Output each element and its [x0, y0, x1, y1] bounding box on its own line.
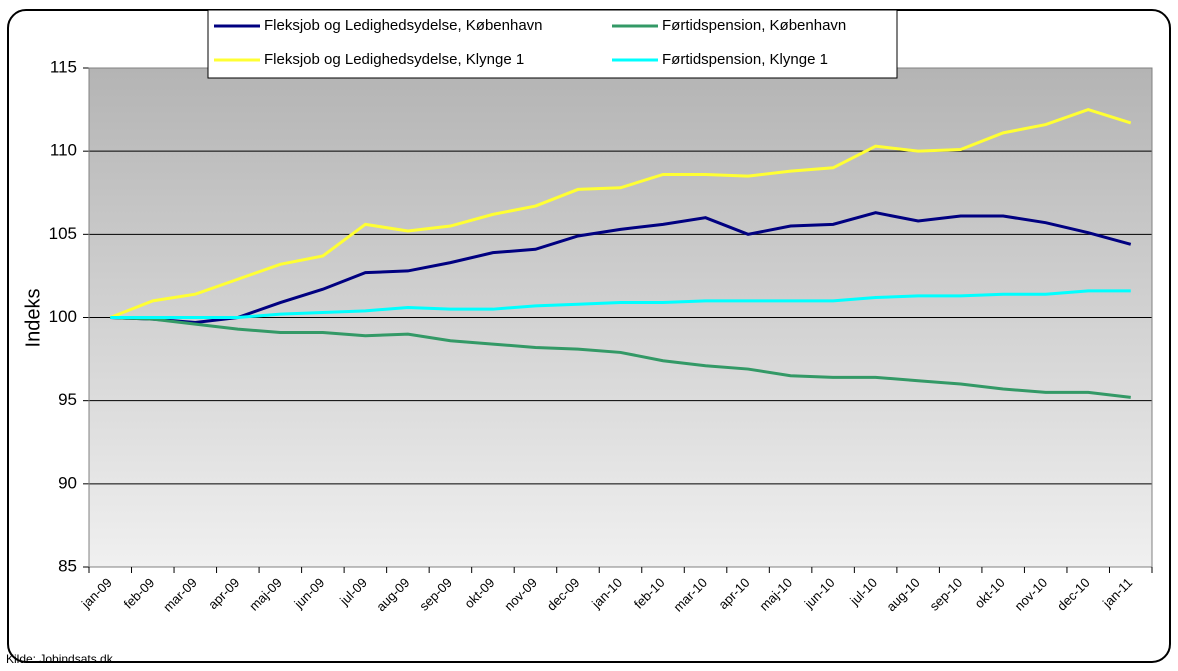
series-line	[110, 289, 1131, 319]
series-line	[109, 108, 1132, 319]
y-tick-label: 110	[50, 141, 77, 160]
y-tick-label: 115	[50, 57, 77, 76]
y-tick-label: 100	[49, 307, 77, 326]
legend-label: Førtidspension, Klynge 1	[662, 51, 828, 68]
y-axis-label: Indeks	[22, 289, 44, 348]
legend-label: Fleksjob og Ledighedsydelse, København	[264, 17, 543, 34]
series-line	[110, 211, 1132, 324]
series-line	[110, 316, 1131, 399]
y-tick-label: 95	[58, 390, 77, 409]
y-tick-label: 90	[58, 473, 77, 492]
y-tick-label: 105	[49, 224, 77, 243]
y-tick-label: 85	[58, 556, 77, 575]
legend-label: Fleksjob og Ledighedsydelse, Klynge 1	[264, 51, 524, 68]
source: Kilde: Jobindsats.dk	[6, 652, 114, 666]
legend-label: Førtidspension, København	[662, 17, 846, 34]
legend-box	[207, 9, 898, 79]
